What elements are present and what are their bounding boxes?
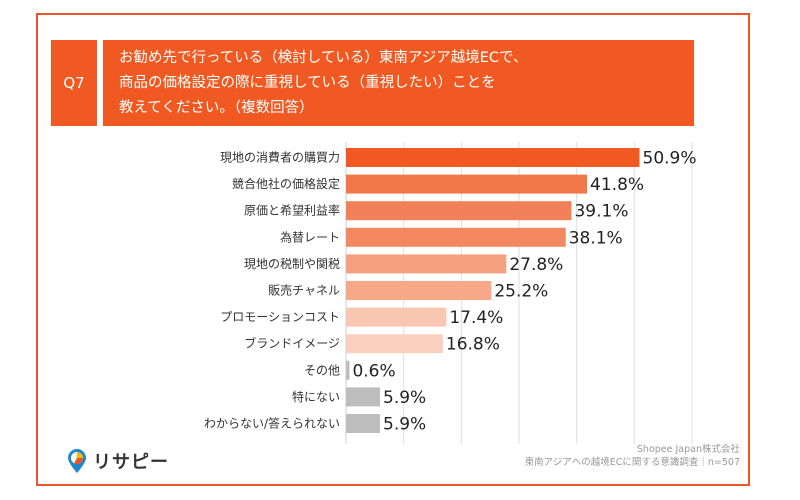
bar [346,201,572,221]
question-title: お勧め先で行っている（検討している）東南アジア越境ECで、 商品の価格設定の際に… [103,40,694,126]
bar [346,360,350,380]
bar [346,414,381,433]
source-note: Shopee Japan株式会社 東南アジアへの越境ECに関する意識調査｜n=5… [525,443,740,469]
bar [346,227,566,247]
bar [346,307,447,327]
value-label: 41.8% [590,175,644,195]
pin-chart-icon [68,449,86,473]
bar [346,281,492,300]
source-company: Shopee Japan株式会社 [636,444,740,455]
category-label: 為替レート [280,230,340,244]
category-label: 特にない [292,389,340,404]
category-label: 競合他社の価格設定 [232,176,340,191]
category-label: 販売チャネル [268,283,340,298]
bar [346,387,381,407]
question-badge: Q7 [51,40,97,126]
value-label: 50.9% [643,149,697,169]
category-label: ブランドイメージ [244,336,340,351]
value-label: 25.2% [494,282,548,302]
category-label: 原価と希望利益率 [244,203,340,218]
bar [346,174,588,194]
value-label: 0.6% [352,361,395,381]
category-label: 現地の税制や関税 [244,257,340,271]
value-label: 27.8% [509,255,563,275]
value-label: 5.9% [383,415,426,435]
question-title-line: 商品の価格設定の際に重視している（重視したい）ことを [119,75,496,91]
category-label: 現地の消費者の購買力 [220,150,340,165]
category-label: プロモーションコスト [220,310,340,324]
brand-logo: リサピー [66,448,169,474]
category-label: わからない/答えられない [204,416,340,431]
value-label: 16.8% [446,335,500,355]
category-label: その他 [304,363,340,377]
brand-name: リサピー [93,452,169,473]
bar [346,334,443,354]
value-label: 5.9% [383,388,426,408]
bar [346,148,640,167]
bar [346,254,507,274]
question-title-line: 教えてください。（複数回答） [119,100,314,116]
value-label: 17.4% [449,308,503,328]
source-survey: 東南アジアへの越境ECに関する意識調査｜n=507 [524,457,740,468]
value-label: 38.1% [569,228,623,248]
question-title-line: お勧め先で行っている（検討している）東南アジア越境ECで、 [119,50,528,66]
value-label: 39.1% [574,202,628,222]
